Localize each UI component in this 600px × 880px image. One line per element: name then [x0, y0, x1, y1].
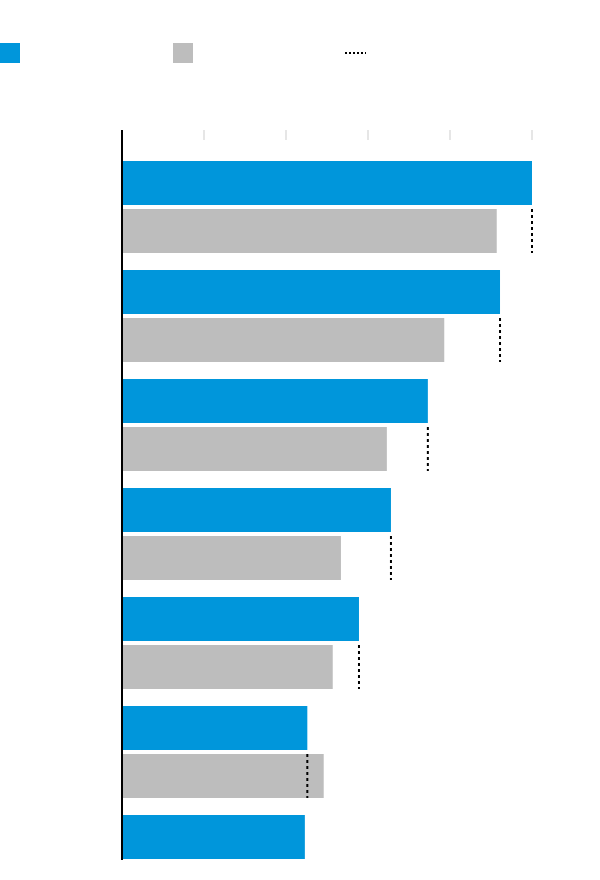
- bar: [122, 427, 387, 471]
- legend-swatch: [0, 43, 20, 63]
- bar: [122, 209, 497, 253]
- bar: [122, 488, 391, 532]
- bar: [122, 815, 305, 859]
- bar: [122, 597, 359, 641]
- bar: [122, 270, 501, 314]
- bar: [122, 161, 532, 205]
- bar: [122, 645, 333, 689]
- legend-swatch: [173, 43, 193, 63]
- bar: [122, 318, 445, 362]
- bar: [122, 754, 324, 798]
- bar: [122, 379, 428, 423]
- bar: [122, 706, 308, 750]
- bar: [122, 536, 341, 580]
